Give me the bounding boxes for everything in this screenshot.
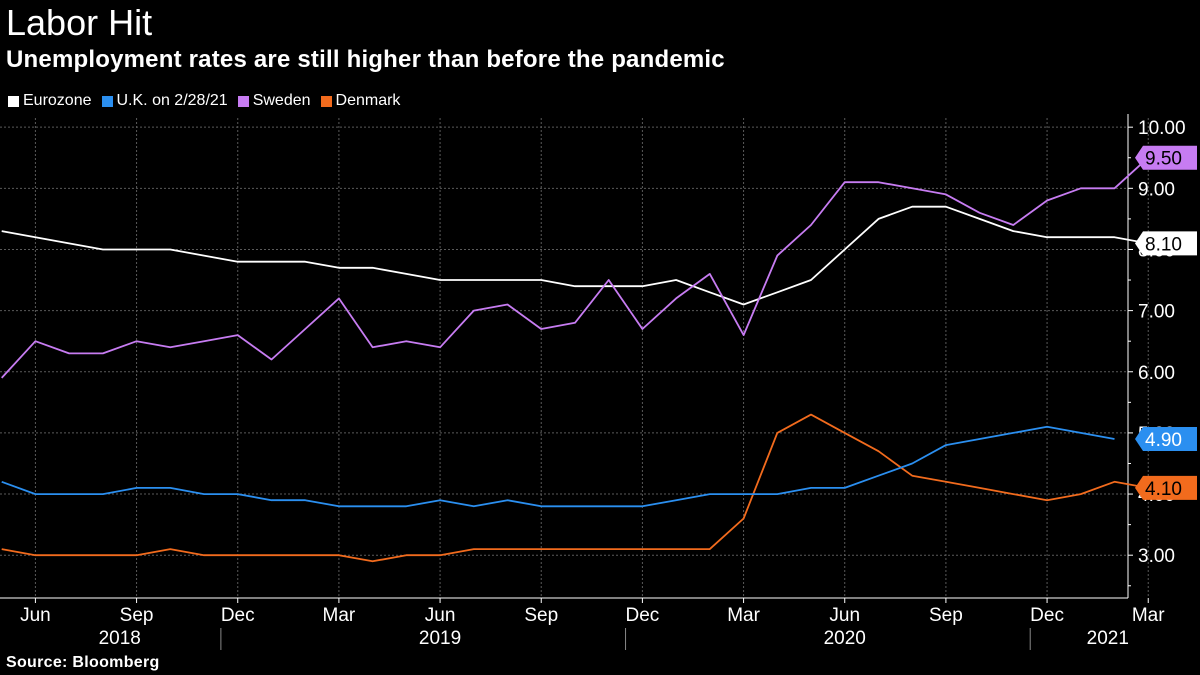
legend-swatch <box>101 95 113 107</box>
x-tick-label: Sep <box>120 605 154 626</box>
end-value-tag <box>1135 427 1197 452</box>
legend-item: U.K. on 2/28/21 <box>101 92 228 110</box>
legend: Eurozone U.K. on 2/28/21 Sweden Denmark <box>8 91 410 111</box>
x-tick-label: Mar <box>727 605 760 626</box>
chart-title: Labor Hit <box>6 2 153 43</box>
year-label: 2019 <box>419 628 461 649</box>
legend-swatch <box>237 95 249 107</box>
series-line <box>1 157 1149 379</box>
x-tick-label: Sep <box>524 605 558 626</box>
legend-label: U.K. on 2/28/21 <box>116 92 228 109</box>
end-value-label: 4.10 <box>1145 479 1182 500</box>
y-tick-label: 6.00 <box>1138 363 1175 384</box>
y-tick-label: 10.00 <box>1138 118 1186 139</box>
y-tick-label: 3.00 <box>1138 546 1175 567</box>
year-label: 2020 <box>824 628 866 649</box>
end-value-tag <box>1135 231 1197 256</box>
legend-label: Denmark <box>335 92 401 109</box>
legend-swatch <box>8 95 19 107</box>
legend-item: Eurozone <box>8 92 92 110</box>
legend-swatch <box>320 95 332 107</box>
end-value-label: 9.50 <box>1145 149 1182 170</box>
legend-label: Sweden <box>252 92 311 109</box>
end-value-tag <box>1135 145 1197 170</box>
legend-item: Denmark <box>320 92 401 110</box>
year-label: 2018 <box>99 628 141 649</box>
year-label: 2021 <box>1087 628 1129 649</box>
x-tick-label: Jun <box>829 605 860 626</box>
series-line <box>1 425 1115 508</box>
legend-label: Eurozone <box>23 92 92 109</box>
series-line <box>1 205 1149 306</box>
chart-subtitle: Unemployment rates are still higher than… <box>6 46 725 73</box>
end-value-tag <box>1135 475 1197 500</box>
y-tick-label: 7.00 <box>1138 302 1175 323</box>
x-tick-label: Mar <box>323 605 356 626</box>
x-tick-label: Dec <box>1030 605 1064 626</box>
end-value-label: 4.90 <box>1145 430 1182 451</box>
source-note: Source: Bloomberg <box>6 654 160 671</box>
x-tick-label: Jun <box>425 605 456 626</box>
x-tick-label: Dec <box>626 605 660 626</box>
y-tick-label: 9.00 <box>1138 179 1175 200</box>
x-tick-label: Dec <box>221 605 255 626</box>
x-tick-label: Sep <box>929 605 963 626</box>
end-value-label: 8.10 <box>1145 234 1182 255</box>
legend-item: Sweden <box>237 92 311 110</box>
series-line <box>1 413 1149 563</box>
x-tick-label: Mar <box>1132 605 1165 626</box>
x-tick-label: Jun <box>20 605 51 626</box>
